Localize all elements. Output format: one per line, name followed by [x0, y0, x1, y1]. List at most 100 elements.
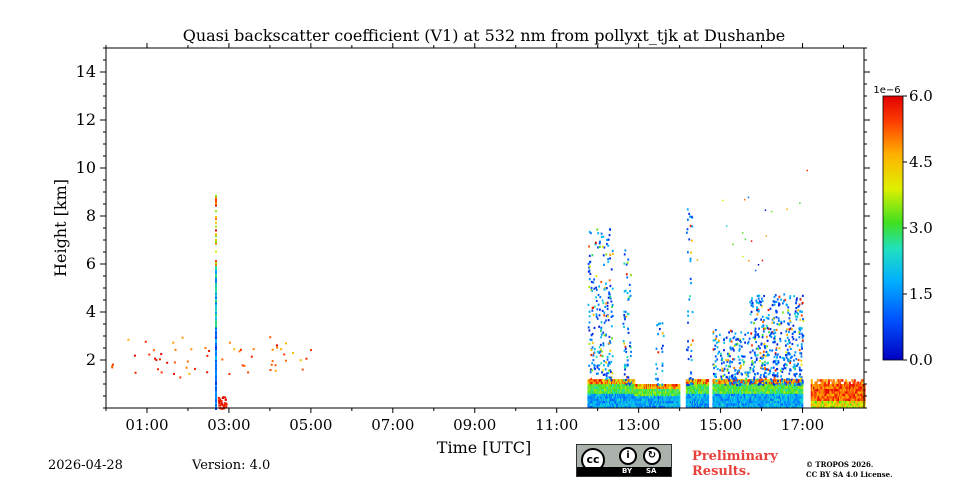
- heatmap-cell: [776, 403, 779, 406]
- heatmap-cell: [610, 398, 613, 401]
- heatmap-cell: [847, 386, 850, 389]
- heatmap-cell: [603, 287, 606, 290]
- heatmap-cell: [662, 405, 665, 409]
- heatmap-cell: [591, 332, 594, 336]
- heatmap-cell: [678, 384, 681, 387]
- heatmap-cell: [813, 388, 816, 392]
- heatmap-cell: [595, 379, 598, 382]
- heatmap-cell: [810, 381, 813, 385]
- heatmap-cell: [668, 384, 671, 387]
- heatmap-cell: [595, 396, 598, 399]
- heatmap-cell: [694, 386, 697, 389]
- heatmap-cell: [704, 400, 707, 404]
- heatmap-cell: [698, 393, 700, 397]
- heatmap-cell: [631, 403, 634, 406]
- heatmap-cell: [591, 386, 594, 389]
- heatmap-cell: [689, 393, 692, 397]
- heatmap-cell: [672, 400, 675, 404]
- heatmap-cell: [785, 351, 788, 354]
- heatmap-cell: [632, 381, 635, 385]
- heatmap-cell: [845, 405, 848, 409]
- heatmap-cell: [732, 349, 735, 352]
- heatmap-cell: [656, 403, 658, 406]
- heatmap-cell: [630, 388, 633, 392]
- heatmap-cell: [772, 393, 775, 397]
- heatmap-cell: [772, 386, 775, 389]
- heatmap-cell: [677, 400, 680, 404]
- heatmap-cell: [759, 359, 761, 362]
- heatmap-cell: [685, 396, 688, 399]
- heatmap-cell: [677, 396, 680, 399]
- heatmap-cell: [650, 400, 653, 404]
- heatmap-cell: [811, 400, 814, 404]
- heatmap-cell: [718, 391, 721, 394]
- heatmap-cell: [615, 400, 617, 404]
- heatmap-cell: [608, 376, 611, 379]
- heatmap-cell: [790, 396, 793, 399]
- heatmap-cell: [781, 382, 784, 385]
- heatmap-cell: [758, 327, 760, 330]
- heatmap-cell: [669, 388, 672, 392]
- heatmap-cell: [663, 386, 666, 389]
- heatmap-cell: [609, 400, 612, 404]
- heatmap-cell: [590, 338, 593, 341]
- heatmap-cell: [158, 358, 161, 361]
- heatmap-cell: [603, 405, 606, 409]
- heatmap-cell: [811, 391, 814, 394]
- heatmap-cell: [214, 388, 217, 391]
- heatmap-cell: [717, 405, 720, 409]
- heatmap-cell: [214, 377, 217, 380]
- heatmap-cell: [757, 308, 760, 311]
- heatmap-cell: [623, 388, 626, 392]
- heatmap-cell: [699, 393, 701, 397]
- heatmap-cell: [744, 393, 746, 397]
- heatmap-cell: [851, 405, 854, 409]
- heatmap-cell: [676, 396, 679, 399]
- heatmap-cell: [836, 379, 839, 382]
- heatmap-cell: [741, 403, 743, 406]
- heatmap-cell: [769, 396, 772, 399]
- heatmap-cell: [749, 393, 752, 397]
- heatmap-cell: [742, 381, 745, 384]
- heatmap-cell: [659, 393, 661, 397]
- heatmap-cell: [797, 309, 800, 312]
- heatmap-cell: [717, 379, 720, 382]
- heatmap-cell: [842, 398, 845, 401]
- heatmap-cell: [763, 373, 765, 376]
- heatmap-cell: [797, 388, 800, 392]
- heatmap-cell: [734, 403, 737, 406]
- heatmap-cell: [595, 398, 598, 401]
- heatmap-cell: [740, 403, 742, 406]
- heatmap-cell: [742, 403, 744, 406]
- heatmap-cell: [791, 403, 794, 406]
- heatmap-cell: [726, 403, 729, 406]
- heatmap-cell: [821, 403, 824, 406]
- heatmap-cell: [271, 360, 274, 363]
- heatmap-cell: [595, 405, 598, 409]
- heatmap-cell: [730, 348, 733, 351]
- heatmap-cell: [662, 386, 665, 389]
- heatmap-cell: [764, 327, 767, 330]
- heatmap-cell: [687, 396, 690, 399]
- heatmap-cell: [721, 386, 724, 389]
- heatmap-cell: [755, 358, 758, 362]
- heatmap-cell: [214, 360, 217, 362]
- heatmap-cell: [593, 305, 596, 308]
- heatmap-cell: [845, 396, 848, 399]
- heatmap-cell: [727, 386, 730, 389]
- heatmap-cell: [595, 391, 598, 394]
- heatmap-cell: [714, 379, 717, 382]
- heatmap-cell: [851, 396, 854, 399]
- heatmap-cell: [685, 403, 688, 406]
- heatmap-cell: [840, 403, 843, 406]
- heatmap-cell: [665, 403, 668, 406]
- heatmap-cell: [633, 391, 636, 394]
- heatmap-cell: [751, 344, 753, 347]
- heatmap-cell: [814, 384, 817, 387]
- heatmap-cell: [652, 388, 655, 392]
- heatmap-cell: [739, 391, 741, 394]
- heatmap-cell: [785, 405, 787, 409]
- heatmap-cell: [624, 393, 627, 397]
- heatmap-cell: [751, 400, 754, 404]
- heatmap-cell: [598, 364, 601, 367]
